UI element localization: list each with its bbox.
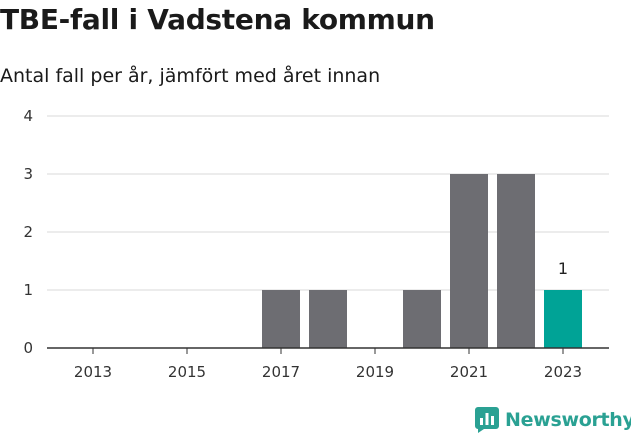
- bar-2017: [262, 290, 300, 348]
- bar-2021: [450, 174, 488, 348]
- chart-title: TBE-fall i Vadstena kommun: [0, 3, 435, 36]
- data-label: 1: [558, 259, 568, 278]
- x-tick-label: 2015: [168, 363, 206, 381]
- y-tick-label: 2: [23, 223, 33, 241]
- logo-text: Newsworthy: [505, 409, 631, 431]
- bar-2023: [544, 290, 582, 348]
- y-tick-label: 1: [23, 281, 33, 299]
- x-tick-label: 2019: [356, 363, 394, 381]
- bar-2018: [309, 290, 347, 348]
- bar-chart-chat-icon: [475, 407, 499, 433]
- chart-subtitle: Antal fall per år, jämfört med året inna…: [0, 65, 381, 87]
- x-tick-label: 2023: [544, 363, 582, 381]
- bar-2020: [403, 290, 441, 348]
- newsworthy-logo: Newsworthy: [475, 407, 631, 433]
- x-tick-label: 2013: [74, 363, 112, 381]
- bar-chart: 0 1 2 3 4 2013 2015 2017 2019 2021 2023 1: [23, 107, 609, 381]
- x-tick-label: 2021: [450, 363, 488, 381]
- y-tick-label: 4: [23, 107, 33, 125]
- y-tick-label: 0: [23, 339, 33, 357]
- x-tick-label: 2017: [262, 363, 300, 381]
- y-tick-label: 3: [23, 165, 33, 183]
- bar-2022: [497, 174, 535, 348]
